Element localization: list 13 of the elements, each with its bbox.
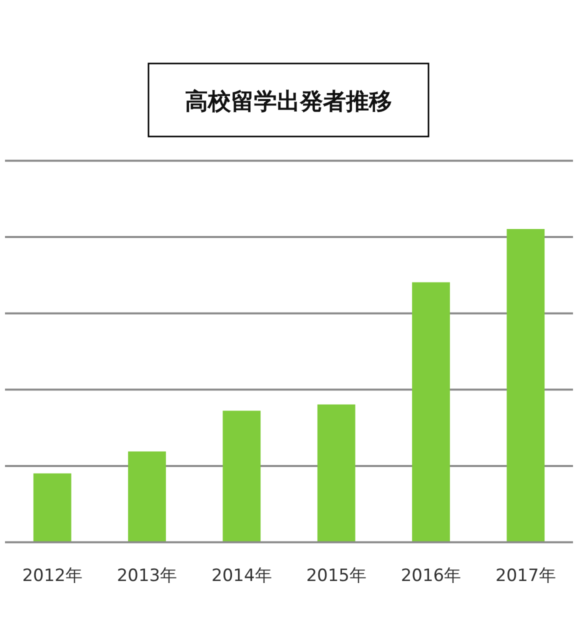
x-tick-label: 2017年 (496, 566, 556, 586)
x-tick-label: 2014年 (212, 566, 272, 586)
x-tick-label: 2012年 (22, 566, 82, 586)
bar (412, 282, 450, 542)
bar (506, 229, 545, 542)
x-tick-label: 2016年 (400, 566, 462, 586)
x-tick-label: 2015年 (306, 566, 366, 586)
x-tick-label: 2013年 (116, 566, 178, 586)
bar (317, 404, 356, 542)
bar (33, 473, 72, 542)
bar (128, 451, 166, 542)
bar (222, 410, 261, 542)
chart-title: 高校留学出発者推移 (185, 88, 392, 115)
